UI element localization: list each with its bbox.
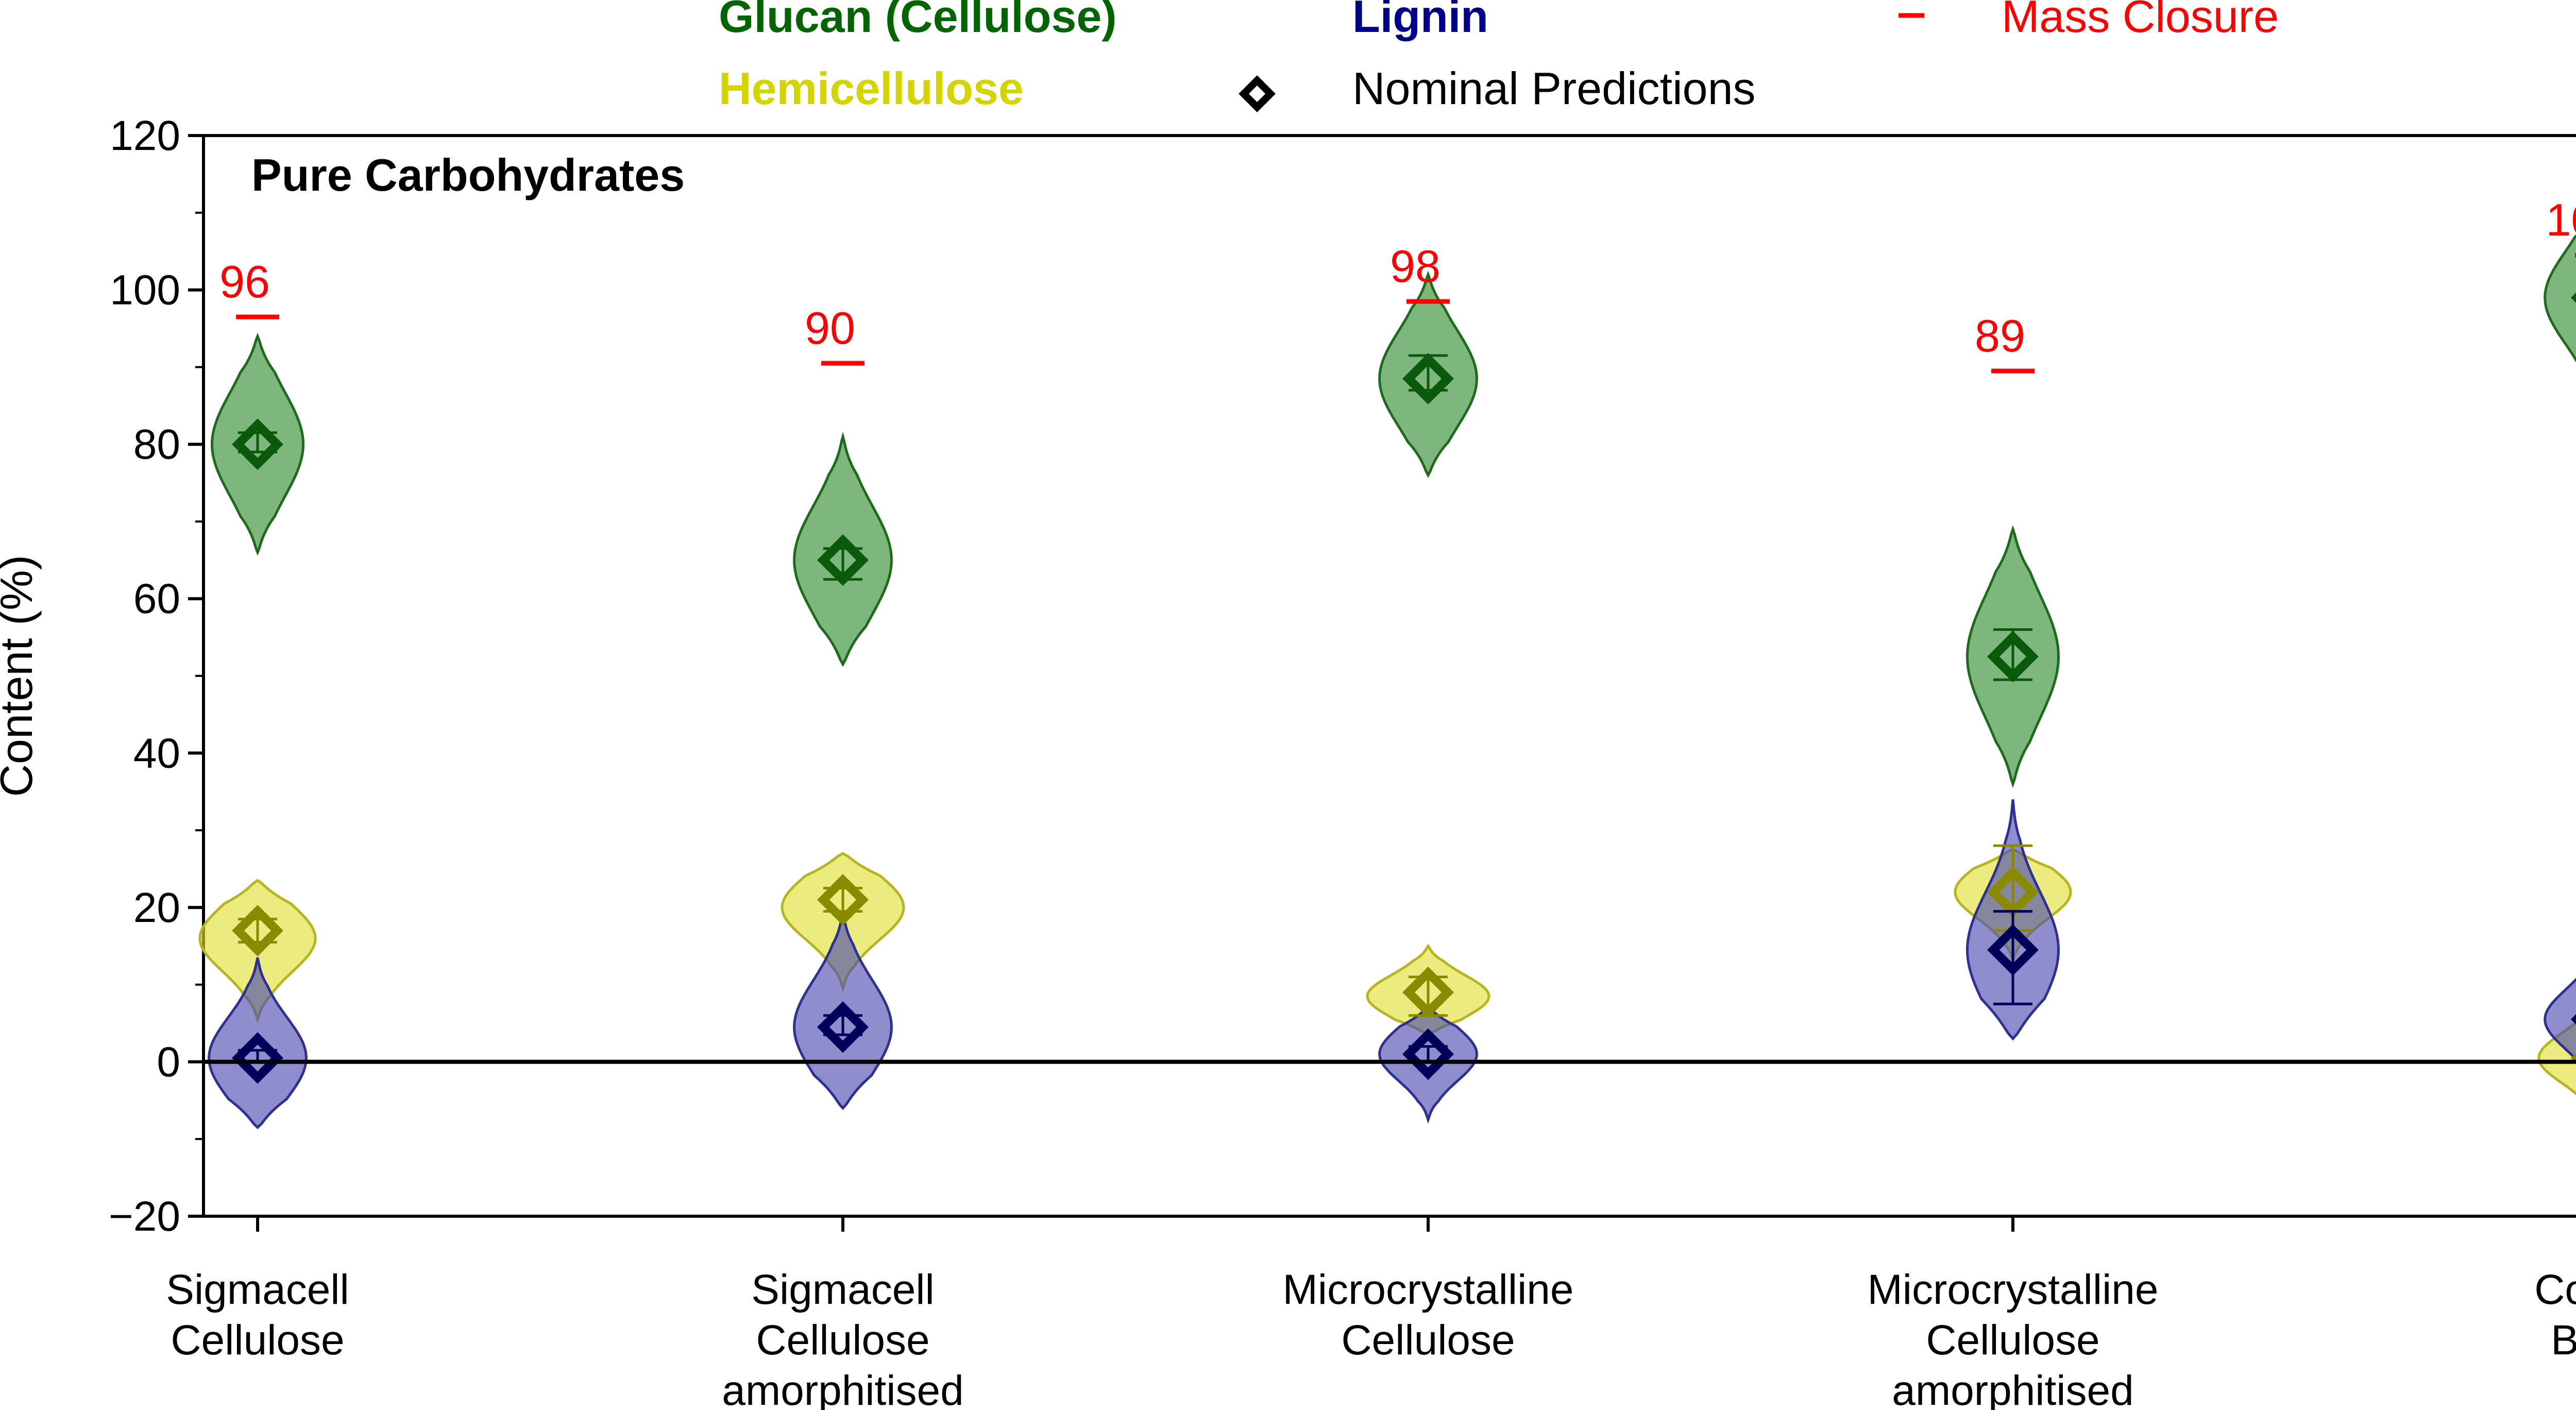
legend-label: Glucan (Cellulose) <box>719 0 1117 42</box>
legend-label: Mass Closure <box>2002 0 2279 42</box>
violin-0-4 <box>2544 234 2576 363</box>
legend-diamond-marker <box>1239 75 1276 112</box>
mass-closure-label: 104 <box>2546 194 2576 245</box>
mass-closure-label: 96 <box>219 256 270 307</box>
nominal-prediction-marker <box>1987 631 2039 683</box>
y-tick-label: 60 <box>133 576 180 623</box>
nominal-prediction-marker <box>1402 966 1454 1018</box>
panel-title: Pure Carbohydrates <box>251 149 685 200</box>
y-tick-label: 40 <box>133 730 180 777</box>
y-tick-label: 20 <box>133 884 180 931</box>
mass-closure-label: 98 <box>1390 241 1440 292</box>
nominal-prediction-marker <box>231 1032 284 1084</box>
x-category-label: amorphitised <box>722 1367 963 1410</box>
x-axis: SigmacellCelluloseSigmacellCelluloseamor… <box>166 1216 2576 1410</box>
legend-label: Lignin <box>1352 0 1488 42</box>
legend-label: Nominal Predictions <box>1352 63 1756 114</box>
x-category-label: Cellulose <box>1926 1317 2099 1364</box>
x-category-label: Cellulose <box>756 1317 929 1364</box>
y-tick-label: 120 <box>110 112 180 159</box>
y-tick-label: 80 <box>133 421 180 468</box>
y-axis: Content (%) −20 0 20 40 60 80 100 120 <box>0 112 204 1240</box>
y-tick-label: 100 <box>110 267 180 314</box>
nominal-prediction-marker <box>1402 352 1454 405</box>
y-tick-label: −20 <box>109 1193 180 1240</box>
legend-label: Hemicellulose <box>719 63 1024 114</box>
x-category-label: Microcrystalline <box>1868 1266 2159 1313</box>
mass-closure-group: 96 90 98 89 104 <box>219 194 2576 374</box>
nominal-prediction-marker <box>1987 924 2039 976</box>
nominal-prediction-marker <box>1402 1028 1454 1080</box>
nominal-prediction-marker <box>817 534 869 586</box>
violins <box>198 234 2576 1130</box>
x-category-label: Cellulose <box>1341 1317 1515 1364</box>
x-category-label: Cotton <box>2534 1266 2576 1313</box>
x-category-label: Cellulose <box>171 1317 344 1364</box>
mass-closure-label: 90 <box>805 303 855 354</box>
y-tick-label: 0 <box>157 1038 180 1085</box>
x-category-label: Sigmacell <box>751 1266 934 1313</box>
nominal-prediction-marker <box>231 418 284 471</box>
violin-2-4 <box>2544 978 2576 1062</box>
x-category-label: amorphitised <box>1892 1367 2133 1410</box>
legend: Glucan (Cellulose) Lignin Mass Closure Hemi… <box>719 0 2279 114</box>
x-category-label: Sigmacell <box>166 1266 349 1313</box>
x-category-label: Balls <box>2551 1317 2576 1364</box>
nominal-prediction-marker <box>817 874 869 926</box>
y-axis-title: Content (%) <box>0 555 42 797</box>
mass-closure-label: 89 <box>1975 310 2025 361</box>
nominal-prediction-marker <box>817 1001 869 1053</box>
x-category-label: Microcrystalline <box>1283 1266 1574 1313</box>
nominal-prediction-marker <box>231 904 284 956</box>
